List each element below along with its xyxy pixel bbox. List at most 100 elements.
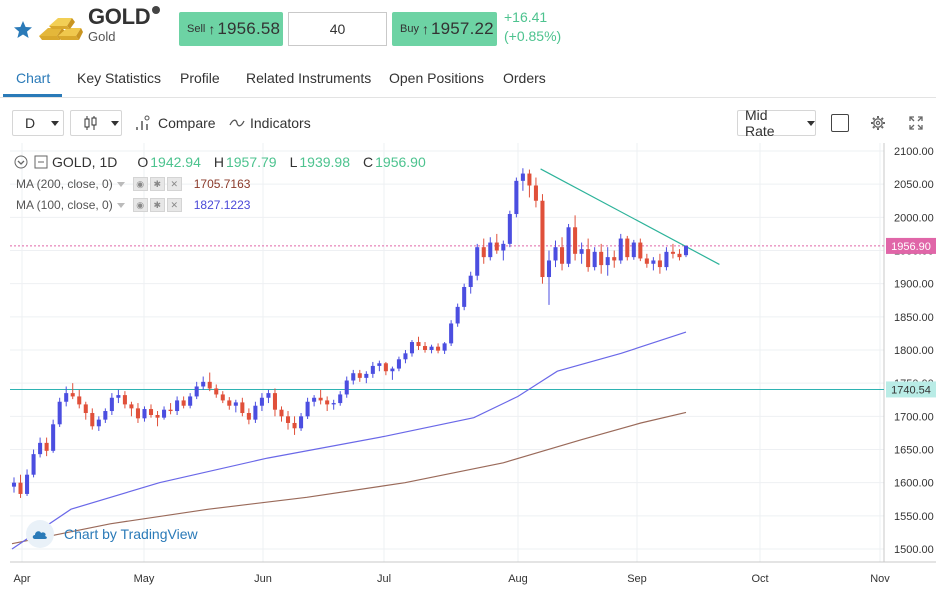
candle-body — [494, 242, 499, 251]
ohlc-legend: GOLD, 1D O 1942.94 H 1957.79 L 1939.98 C 195… — [14, 154, 426, 170]
sell-button[interactable]: Sell ↑ 1956.58 — [179, 12, 283, 46]
candle-body — [331, 403, 336, 405]
candle-body — [462, 286, 467, 307]
favorite-star-icon[interactable] — [13, 20, 33, 40]
series-title: GOLD, 1D — [52, 154, 118, 170]
candle-body — [155, 415, 160, 418]
chevron-down-icon — [51, 120, 60, 126]
candle-body — [259, 397, 264, 406]
instrument-symbol: GOLD — [88, 4, 151, 29]
candle-body — [305, 401, 310, 417]
eye-icon[interactable]: ◉ — [132, 177, 148, 191]
candle-body — [533, 185, 538, 201]
candle-body — [83, 404, 88, 414]
tradingview-watermark[interactable]: Chart by TradingView — [26, 520, 198, 548]
buy-up-arrow-icon: ↑ — [421, 21, 429, 37]
ma100-label: MA (100, close, 0) — [16, 198, 113, 212]
ma100-line — [11, 331, 687, 550]
active-tab-indicator — [3, 94, 62, 97]
candle-body — [436, 346, 441, 351]
candle-body — [644, 258, 649, 264]
gear-icon[interactable]: ✱ — [149, 198, 165, 212]
collapse-chevron-icon[interactable] — [14, 155, 28, 169]
low-value: 1939.98 — [299, 154, 350, 170]
price-change: +16.41 (+0.85%) — [504, 8, 561, 46]
chart-style-select[interactable] — [70, 110, 122, 136]
sell-label: Sell — [187, 23, 206, 35]
candle-body — [122, 395, 127, 405]
indicators-label: Indicators — [250, 115, 311, 131]
candle-body — [390, 368, 395, 372]
level-badge — [886, 381, 936, 398]
candle-body — [357, 373, 362, 378]
candle-body — [148, 409, 154, 416]
ma100-legend: MA (100, close, 0) ◉ ✱ ✕ 1827.1223 — [16, 198, 250, 212]
candle-body — [423, 346, 428, 350]
interval-value: D — [25, 115, 36, 131]
fullscreen-icon[interactable] — [909, 116, 923, 130]
candles-icon — [84, 116, 97, 130]
x-tick-label: Sep — [627, 573, 647, 585]
candle-body — [38, 442, 43, 455]
chevron-down-icon[interactable] — [116, 181, 125, 187]
candle-body — [318, 397, 323, 401]
candle-body — [201, 381, 206, 387]
trend-line — [540, 168, 720, 265]
tab-chart[interactable]: Chart — [16, 70, 51, 86]
quantity-input[interactable]: 40 — [288, 12, 387, 46]
gear-icon[interactable]: ✱ — [149, 177, 165, 191]
candle-body — [246, 413, 251, 420]
candle-body — [651, 260, 656, 264]
settings-gear-icon[interactable] — [870, 115, 886, 131]
tab-orders[interactable]: Orders — [503, 70, 546, 86]
candle-body — [403, 353, 408, 360]
candle-body — [520, 173, 525, 181]
buy-label: Buy — [400, 23, 419, 35]
y-tick-label: 1500.00 — [894, 544, 934, 556]
candle-body — [501, 243, 506, 251]
candle-body — [109, 397, 114, 412]
close-icon[interactable]: ✕ — [166, 198, 182, 212]
rate-mode-select[interactable]: Mid Rate — [737, 107, 816, 139]
candle-body — [638, 242, 643, 259]
candle-body — [468, 275, 473, 287]
y-tick-label: 2000.00 — [894, 212, 934, 224]
candle-body — [253, 405, 258, 420]
candle-body — [553, 247, 558, 261]
candle-body — [292, 422, 297, 429]
indicators-icon — [229, 119, 245, 127]
candle-body — [507, 214, 512, 244]
candle-body — [455, 306, 460, 324]
ma200-line — [11, 411, 687, 545]
tab-open-positions[interactable]: Open Positions — [389, 70, 484, 86]
candle-body — [475, 247, 480, 276]
rate-mode-value: Mid Rate — [745, 107, 775, 139]
candle-body — [377, 363, 382, 366]
candle-body — [527, 173, 532, 186]
close-icon[interactable]: ✕ — [166, 177, 182, 191]
interval-select[interactable]: D — [12, 110, 64, 136]
y-tick-label: 1900.00 — [894, 279, 934, 291]
indicators-button[interactable]: Indicators — [229, 115, 311, 131]
candle-body — [181, 400, 186, 406]
y-tick-label: 1650.00 — [894, 445, 934, 457]
hide-series-icon[interactable] — [34, 155, 48, 169]
compare-button[interactable]: Compare — [134, 115, 216, 131]
chevron-down-icon[interactable] — [116, 202, 125, 208]
y-tick-label: 2050.00 — [894, 179, 934, 191]
candle-body — [573, 227, 578, 254]
market-status-dot — [152, 6, 160, 14]
buy-button[interactable]: Buy ↑ 1957.22 — [392, 12, 497, 46]
candle-body — [18, 482, 23, 494]
candle-body — [272, 393, 277, 410]
tab-related-instruments[interactable]: Related Instruments — [246, 70, 372, 86]
eye-icon[interactable]: ◉ — [132, 198, 148, 212]
tab-key-statistics[interactable]: Key Statistics — [77, 70, 162, 86]
tab-profile[interactable]: Profile — [180, 70, 220, 86]
screenshot-checkbox[interactable] — [831, 114, 849, 132]
x-tick-label: Jun — [254, 573, 272, 585]
candle-body — [409, 342, 415, 354]
candle-body — [383, 363, 388, 372]
candle-body — [64, 393, 69, 402]
